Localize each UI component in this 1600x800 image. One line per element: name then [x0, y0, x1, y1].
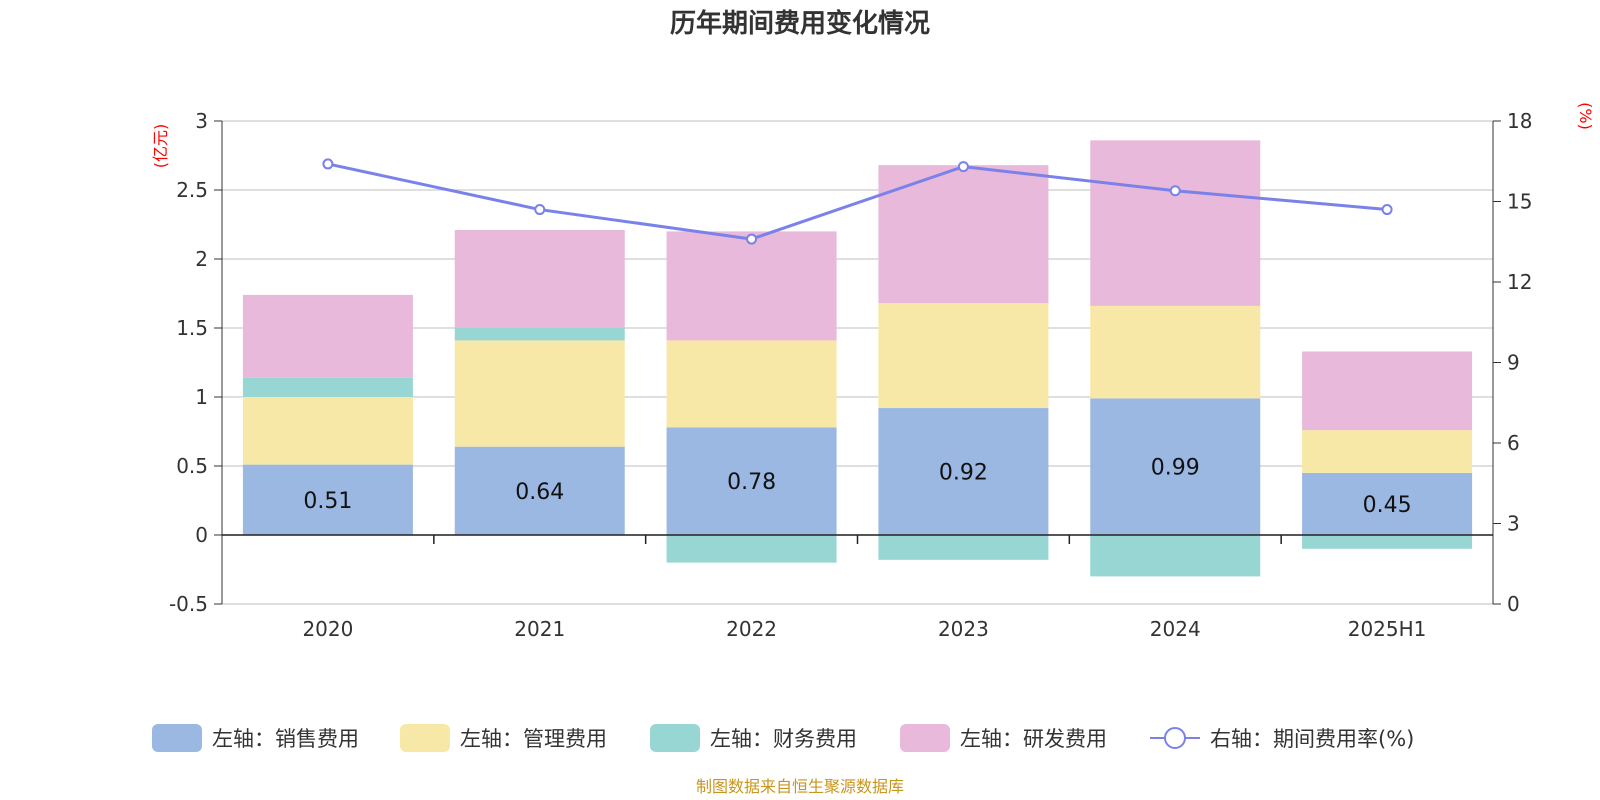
- bars: [242, 140, 1473, 577]
- rate-line-path: [327, 162, 1388, 241]
- right-tick-label: 9: [1507, 351, 1520, 375]
- rate-point: [746, 233, 758, 245]
- legend-swatch: [650, 724, 700, 752]
- bar-value-label: 0.78: [727, 470, 776, 495]
- bar-0-2021: [454, 446, 625, 535]
- bar-1-2025H1: [1302, 430, 1473, 473]
- legend-label: 右轴：期间费用率(%): [1210, 727, 1414, 751]
- bar-value-label: 0.45: [1363, 493, 1412, 518]
- bar-value-label: 0.92: [939, 461, 988, 486]
- legend-label: 左轴：销售费用: [212, 727, 359, 751]
- legend-swatch: [400, 724, 450, 752]
- chart-title: 历年期间费用变化情况: [670, 8, 930, 39]
- right-tick-label: 15: [1507, 190, 1532, 214]
- bar-1-2023: [878, 303, 1049, 409]
- x-tick-label: 2023: [938, 617, 989, 641]
- bar-1-2021: [454, 340, 625, 447]
- bar-2-2024: [1090, 535, 1261, 577]
- legend-swatch: [152, 724, 202, 752]
- bar-0-2020: [242, 464, 413, 535]
- bar-1-2022: [666, 340, 837, 428]
- bar-3-2024: [1090, 140, 1261, 306]
- rate-point: [534, 204, 546, 216]
- bar-1-2020: [242, 397, 413, 465]
- right-axis-unit: (%): [1576, 102, 1595, 130]
- bar-3-2025H1: [1302, 351, 1473, 431]
- legend: 左轴：销售费用 左轴：管理费用 左轴：财务费用 左轴：研发费用 右轴：期间费用率(%): [152, 724, 1414, 752]
- bar-value-label: 0.99: [1151, 456, 1200, 481]
- bar-2-2025H1: [1302, 535, 1473, 549]
- left-tick-label: 3: [195, 109, 208, 133]
- bar-3-2021: [454, 230, 625, 328]
- x-tick-label: 2020: [302, 617, 353, 641]
- bar-value-label: 0.51: [303, 489, 352, 514]
- rate-point: [957, 161, 969, 173]
- bar-labels: 0.51 0.64 0.78 0.92 0.99 0.45: [303, 456, 1411, 518]
- left-tick-label: 0.5: [176, 454, 208, 478]
- bar-2-2022: [666, 535, 837, 563]
- left-tick-label: 2: [195, 247, 208, 271]
- bar-2-2020: [242, 377, 413, 397]
- rate-line: [322, 158, 1393, 245]
- left-tick-label: -0.5: [169, 592, 208, 616]
- right-tick-label: 3: [1507, 512, 1520, 536]
- right-tick-label: 12: [1507, 270, 1532, 294]
- bar-3-2020: [242, 294, 413, 378]
- right-tick-label: 18: [1507, 109, 1532, 133]
- left-tick-label: 0: [195, 523, 208, 547]
- left-tick-label: 1.5: [176, 316, 208, 340]
- left-axis-unit: (亿元): [151, 124, 170, 169]
- bar-3-2023: [878, 165, 1049, 304]
- x-tick-label: 2024: [1150, 617, 1201, 641]
- rate-point: [1169, 185, 1181, 197]
- bar-2-2021: [454, 328, 625, 341]
- legend-marker: [1164, 727, 1186, 749]
- legend-label: 左轴：财务费用: [710, 727, 857, 751]
- bar-1-2024: [1090, 305, 1261, 399]
- x-tick-label: 2021: [514, 617, 565, 641]
- x-tick-label: 2022: [726, 617, 777, 641]
- legend-swatch: [900, 724, 950, 752]
- x-tick-label: 2025H1: [1348, 617, 1427, 641]
- bar-0-2022: [666, 427, 837, 535]
- left-tick-label: 1: [195, 385, 208, 409]
- source-note: 制图数据来自恒生聚源数据库: [696, 777, 904, 796]
- legend-label: 左轴：研发费用: [960, 727, 1107, 751]
- rate-point: [1381, 204, 1393, 216]
- bar-0-2024: [1090, 398, 1261, 535]
- right-tick-label: 6: [1507, 431, 1520, 455]
- bar-0-2023: [878, 408, 1049, 535]
- right-tick-label: 0: [1507, 592, 1520, 616]
- bar-3-2022: [666, 231, 837, 341]
- bar-2-2023: [878, 535, 1049, 560]
- left-tick-label: 2.5: [176, 178, 208, 202]
- legend-label: 左轴：管理费用: [460, 727, 607, 751]
- bar-0-2025H1: [1302, 472, 1473, 535]
- rate-point: [322, 158, 334, 170]
- bar-value-label: 0.64: [515, 480, 564, 505]
